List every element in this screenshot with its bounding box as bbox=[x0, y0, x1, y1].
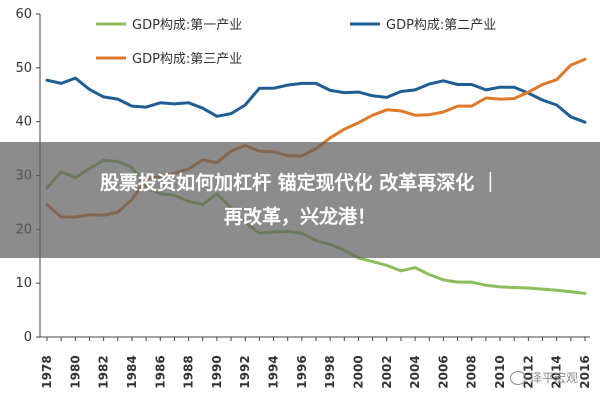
x-tick-label: 2000 bbox=[351, 355, 365, 388]
x-tick-label: 1996 bbox=[295, 355, 309, 388]
y-tick-label: 10 bbox=[15, 276, 32, 291]
x-tick-label: 2002 bbox=[380, 355, 394, 388]
x-tick-labels: 1978 1980 1982 1984 1986 1988 1990 1992 1994 1996… bbox=[40, 355, 592, 388]
x-tick-label: 1978 bbox=[40, 355, 54, 388]
series-line-2 bbox=[45, 76, 587, 124]
y-tick-label: 0 bbox=[24, 330, 32, 345]
x-tick-label: 1990 bbox=[210, 355, 224, 388]
x-tick-label: 2008 bbox=[465, 355, 479, 388]
x-tick-label: 1992 bbox=[238, 355, 252, 388]
wechat-icon bbox=[509, 370, 526, 385]
legend-label: GDP构成:第二产业 bbox=[386, 18, 496, 33]
x-tick-label: 1994 bbox=[267, 355, 281, 388]
x-tick-label: 2010 bbox=[493, 355, 507, 388]
legend-label: GDP构成:第三产业 bbox=[132, 52, 242, 67]
overlay-title-line-2: 再改革，兴龙港！ bbox=[223, 206, 376, 228]
x-tick-label: 1998 bbox=[323, 355, 337, 388]
x-tick-label: 1982 bbox=[97, 355, 111, 388]
x-tick-label: 2014 bbox=[550, 355, 564, 388]
watermark-text: 泽平宏观 bbox=[529, 371, 578, 385]
x-tick-label: 1988 bbox=[182, 355, 196, 388]
overlay-title-line-1: 股票投资如何加杠杆 锚定现代化 改革再深化 ｜ bbox=[100, 172, 500, 194]
y-tick-label: 40 bbox=[15, 115, 32, 130]
legend-label: GDP构成:第一产业 bbox=[132, 18, 242, 33]
x-tick-label: 1984 bbox=[125, 355, 139, 388]
x-tick-label: 1980 bbox=[68, 355, 82, 388]
y-tick-label: 50 bbox=[15, 61, 32, 76]
x-tick-label: 2006 bbox=[436, 355, 450, 388]
legend: GDP构成:第一产业 GDP构成:第二产业 GDP构成:第三产业 bbox=[96, 18, 496, 67]
y-tick-label: 60 bbox=[15, 7, 32, 22]
watermark: 泽平宏观 bbox=[509, 369, 578, 386]
x-tick-label: 1986 bbox=[153, 355, 167, 388]
x-tick-label: 2016 bbox=[578, 355, 592, 388]
article-title-overlay[interactable]: 股票投资如何加杠杆 锚定现代化 改革再深化 ｜ 再改革，兴龙港！ bbox=[0, 142, 600, 258]
x-tick-label: 2004 bbox=[408, 355, 422, 388]
